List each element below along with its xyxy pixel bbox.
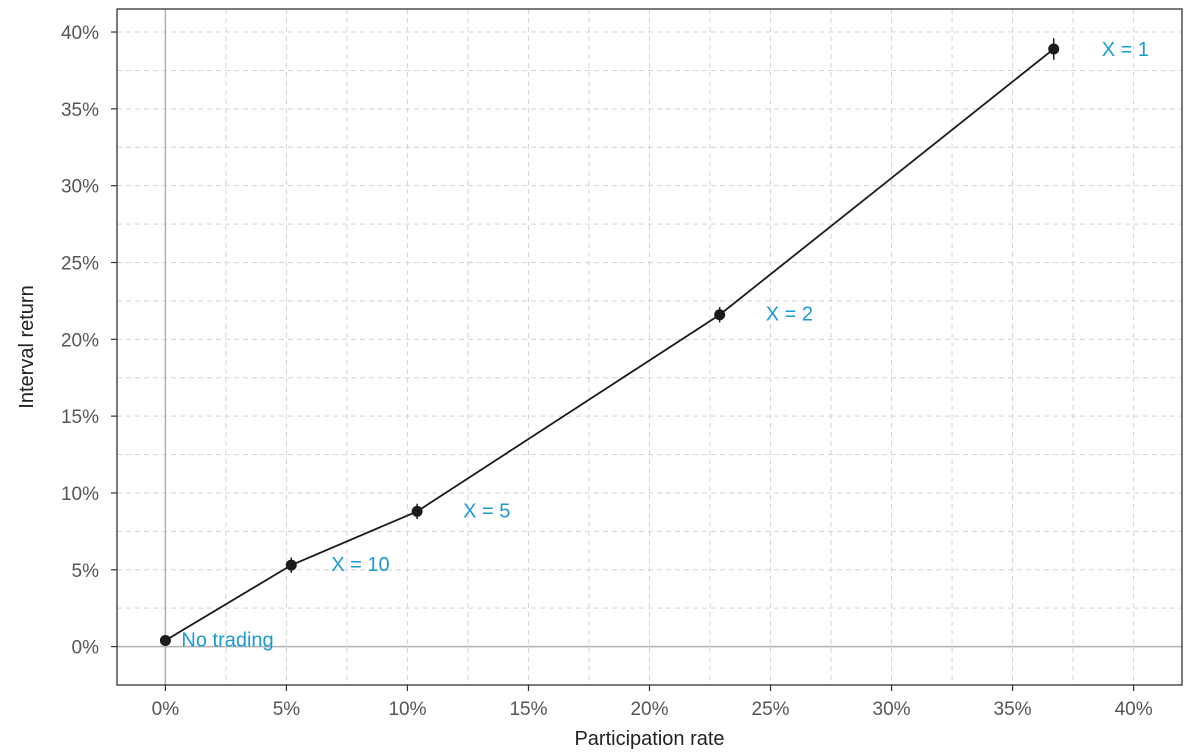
y-tick-label: 15% <box>61 407 99 428</box>
point-annotation: No trading <box>181 629 273 651</box>
y-tick-label: 40% <box>61 23 99 44</box>
data-point <box>159 634 171 646</box>
zero-lines <box>117 9 1182 685</box>
data-point <box>714 309 726 321</box>
point-annotations: No trading X = 10 X = 5 X = 2 X = 1 <box>181 39 1149 651</box>
x-tick-label: 0% <box>152 699 180 720</box>
x-tick-label: 40% <box>1115 699 1153 720</box>
y-tick-label: 20% <box>61 330 99 351</box>
data-point <box>411 505 423 517</box>
y-tick-label: 35% <box>61 100 99 121</box>
x-tick-label: 15% <box>509 699 547 720</box>
x-tick-label: 5% <box>273 699 301 720</box>
y-tick-label: 0% <box>72 638 100 659</box>
point-annotation: X = 5 <box>463 500 510 522</box>
point-annotation: X = 1 <box>1102 39 1149 61</box>
x-tick-label: 20% <box>630 699 668 720</box>
point-annotation: X = 2 <box>766 304 813 326</box>
x-tick-label: 30% <box>873 699 911 720</box>
series <box>159 38 1060 646</box>
point-annotation: X = 10 <box>331 554 389 576</box>
y-axis-title: Interval return <box>16 285 38 408</box>
grid <box>117 9 1182 686</box>
y-tick-label: 30% <box>61 177 99 198</box>
data-point <box>285 559 297 571</box>
x-axis-title: Participation rate <box>574 728 724 750</box>
data-point <box>1048 43 1060 55</box>
y-tick-label: 5% <box>72 561 100 582</box>
x-tick-label: 25% <box>752 699 790 720</box>
x-axis-ticks: 0% 5% 10% 15% 20% 25% 30% 35% 40% <box>152 685 1153 720</box>
series-line <box>164 48 1055 642</box>
y-axis-ticks: 0% 5% 10% 15% 20% 25% 30% 35% 40% <box>61 23 117 659</box>
y-tick-label: 10% <box>61 484 99 505</box>
y-tick-label: 25% <box>61 254 99 275</box>
x-tick-label: 10% <box>388 699 426 720</box>
x-tick-label: 35% <box>994 699 1032 720</box>
